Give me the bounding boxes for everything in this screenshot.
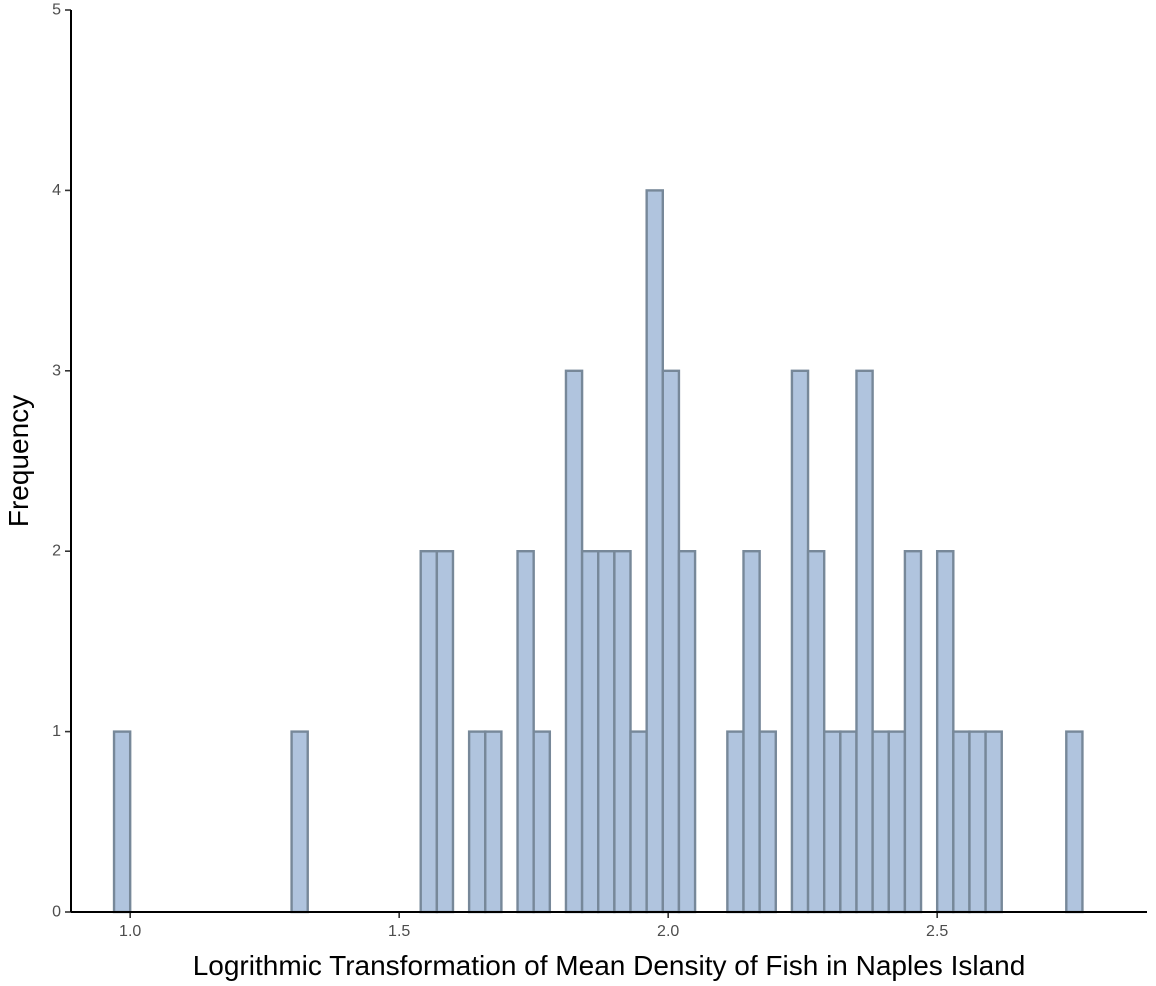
- histogram-bar: [677, 550, 697, 914]
- histogram-bars: [112, 189, 1084, 914]
- y-tick-label: 2: [52, 543, 61, 560]
- histogram-bar: [823, 730, 842, 914]
- histogram-bar: [984, 730, 1003, 914]
- histogram-bar: [597, 550, 616, 914]
- histogram-bar: [516, 550, 535, 914]
- x-tick-label: 1.5: [388, 923, 410, 940]
- histogram-bar: [661, 369, 681, 914]
- y-tick-label: 0: [52, 904, 61, 921]
- histogram-bar: [112, 730, 132, 914]
- histogram-bar: [855, 369, 874, 914]
- histogram-bar: [580, 550, 600, 914]
- x-tick-label: 2.5: [926, 923, 948, 940]
- histogram-bar: [435, 550, 455, 914]
- x-tick-label: 1.0: [119, 923, 141, 940]
- histogram-bar: [726, 730, 745, 914]
- x-tick-label: 2.0: [657, 923, 679, 940]
- histogram-bar: [839, 730, 858, 914]
- y-tick-label: 4: [52, 182, 61, 199]
- histogram-bar: [629, 730, 648, 914]
- histogram-bar: [935, 550, 955, 914]
- histogram-bar: [790, 369, 810, 914]
- histogram-bar: [871, 730, 890, 914]
- x-axis-title: Logrithmic Transformation of Mean Densit…: [193, 950, 1026, 981]
- histogram-bar: [532, 730, 552, 914]
- histogram-bar: [613, 550, 632, 914]
- histogram-bar: [968, 730, 987, 914]
- histogram-bar: [887, 730, 907, 914]
- histogram-bar: [1065, 730, 1084, 914]
- histogram-bar: [290, 730, 309, 914]
- y-axis-ticks: 0 1 2 3 4 5: [52, 2, 71, 921]
- y-axis-title: Frequency: [3, 395, 34, 527]
- histogram-bar: [645, 189, 664, 914]
- histogram-bar: [419, 550, 439, 914]
- histogram-bar: [742, 550, 761, 914]
- histogram-bar: [564, 369, 584, 914]
- histogram-bar: [484, 730, 503, 914]
- histogram-bar: [952, 730, 971, 914]
- histogram-bar: [806, 550, 826, 914]
- histogram-bar: [903, 550, 923, 914]
- y-tick-label: 3: [52, 362, 61, 379]
- histogram-bar: [467, 730, 487, 914]
- y-tick-label: 5: [52, 2, 61, 19]
- y-tick-label: 1: [52, 723, 61, 740]
- x-axis-ticks: 1.0 1.5 2.0 2.5: [119, 912, 948, 940]
- histogram-bar: [758, 730, 777, 914]
